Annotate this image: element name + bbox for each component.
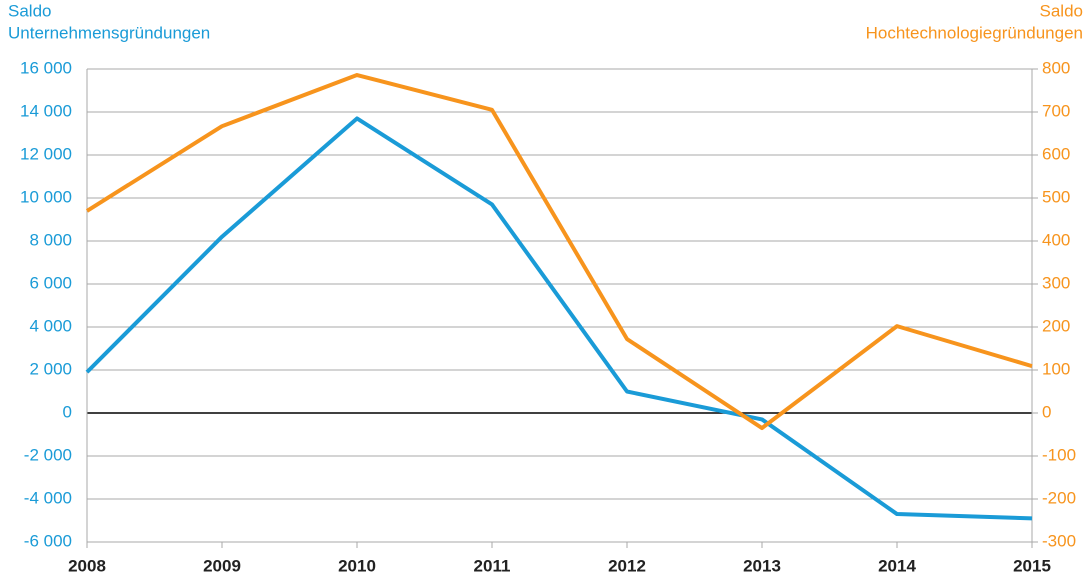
y2-tick-label: 500 xyxy=(1042,187,1070,206)
y-tick-label: 2 000 xyxy=(29,359,72,378)
x-tick-label: 2010 xyxy=(338,556,376,575)
y2-axis-title: Hochtechnologiegründungen xyxy=(866,23,1083,42)
y-axis-title: Unternehmensgründungen xyxy=(8,23,210,42)
y2-tick-label: 700 xyxy=(1042,101,1070,120)
y2-tick-label: 400 xyxy=(1042,230,1070,249)
y2-tick-label: 800 xyxy=(1042,58,1070,77)
y-tick-label: 6 000 xyxy=(29,273,72,292)
y2-tick-label: 200 xyxy=(1042,316,1070,335)
y2-tick-label: 100 xyxy=(1042,359,1070,378)
y-tick-label: 16 000 xyxy=(20,58,72,77)
series-line xyxy=(85,116,1033,521)
x-tick-label: 2015 xyxy=(1013,556,1051,575)
y-axis-title: Saldo xyxy=(8,1,51,20)
x-tick-label: 2012 xyxy=(608,556,646,575)
y-tick-label: 10 000 xyxy=(20,187,72,206)
y-tick-label: 14 000 xyxy=(20,101,72,120)
series-line xyxy=(85,73,1033,431)
y-tick-label: 0 xyxy=(63,402,72,421)
y-tick-label: -4 000 xyxy=(24,488,72,507)
y2-tick-label: 600 xyxy=(1042,144,1070,163)
y2-tick-label: -100 xyxy=(1042,445,1076,464)
y2-tick-label: 0 xyxy=(1042,402,1051,421)
x-tick-label: 2009 xyxy=(203,556,241,575)
x-tick-label: 2014 xyxy=(878,556,916,575)
y2-axis-title: Saldo xyxy=(1040,1,1083,20)
y-tick-label: 4 000 xyxy=(29,316,72,335)
x-tick-label: 2008 xyxy=(68,556,106,575)
y2-tick-label: -300 xyxy=(1042,531,1076,550)
y-tick-label: 8 000 xyxy=(29,230,72,249)
y2-tick-label: 300 xyxy=(1042,273,1070,292)
y-tick-label: -2 000 xyxy=(24,445,72,464)
x-tick-label: 2011 xyxy=(474,556,511,575)
y-tick-label: -6 000 xyxy=(24,531,72,550)
y2-tick-label: -200 xyxy=(1042,488,1076,507)
y-tick-label: 12 000 xyxy=(20,144,72,163)
x-tick-label: 2013 xyxy=(743,556,781,575)
